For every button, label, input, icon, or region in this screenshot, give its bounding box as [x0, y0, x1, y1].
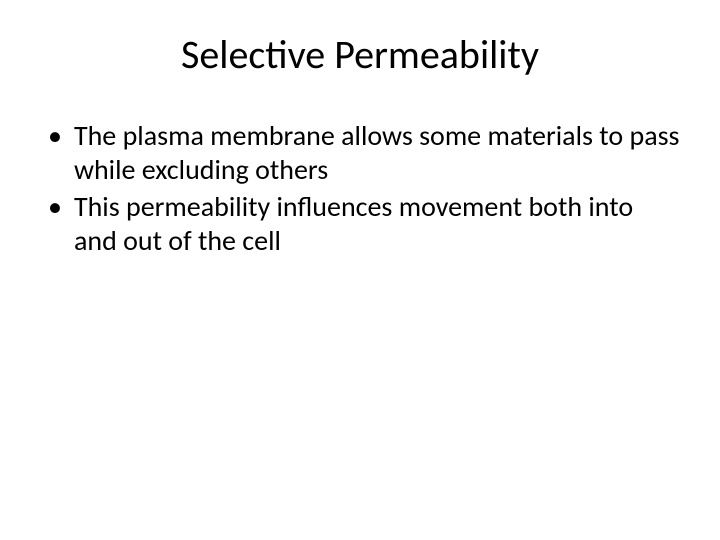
bullet-text: This permeability influences movement bo… [74, 190, 680, 257]
bullet-marker-icon: • [48, 119, 62, 153]
bullet-item: • The plasma membrane allows some materi… [40, 119, 680, 186]
slide-container: Selective Permeability • The plasma memb… [0, 0, 720, 540]
slide-title: Selective Permeability [40, 30, 680, 79]
bullet-item: • This permeability influences movement … [40, 190, 680, 257]
bullet-text: The plasma membrane allows some material… [74, 119, 680, 186]
bullet-marker-icon: • [48, 190, 62, 224]
slide-content: • The plasma membrane allows some materi… [40, 119, 680, 257]
